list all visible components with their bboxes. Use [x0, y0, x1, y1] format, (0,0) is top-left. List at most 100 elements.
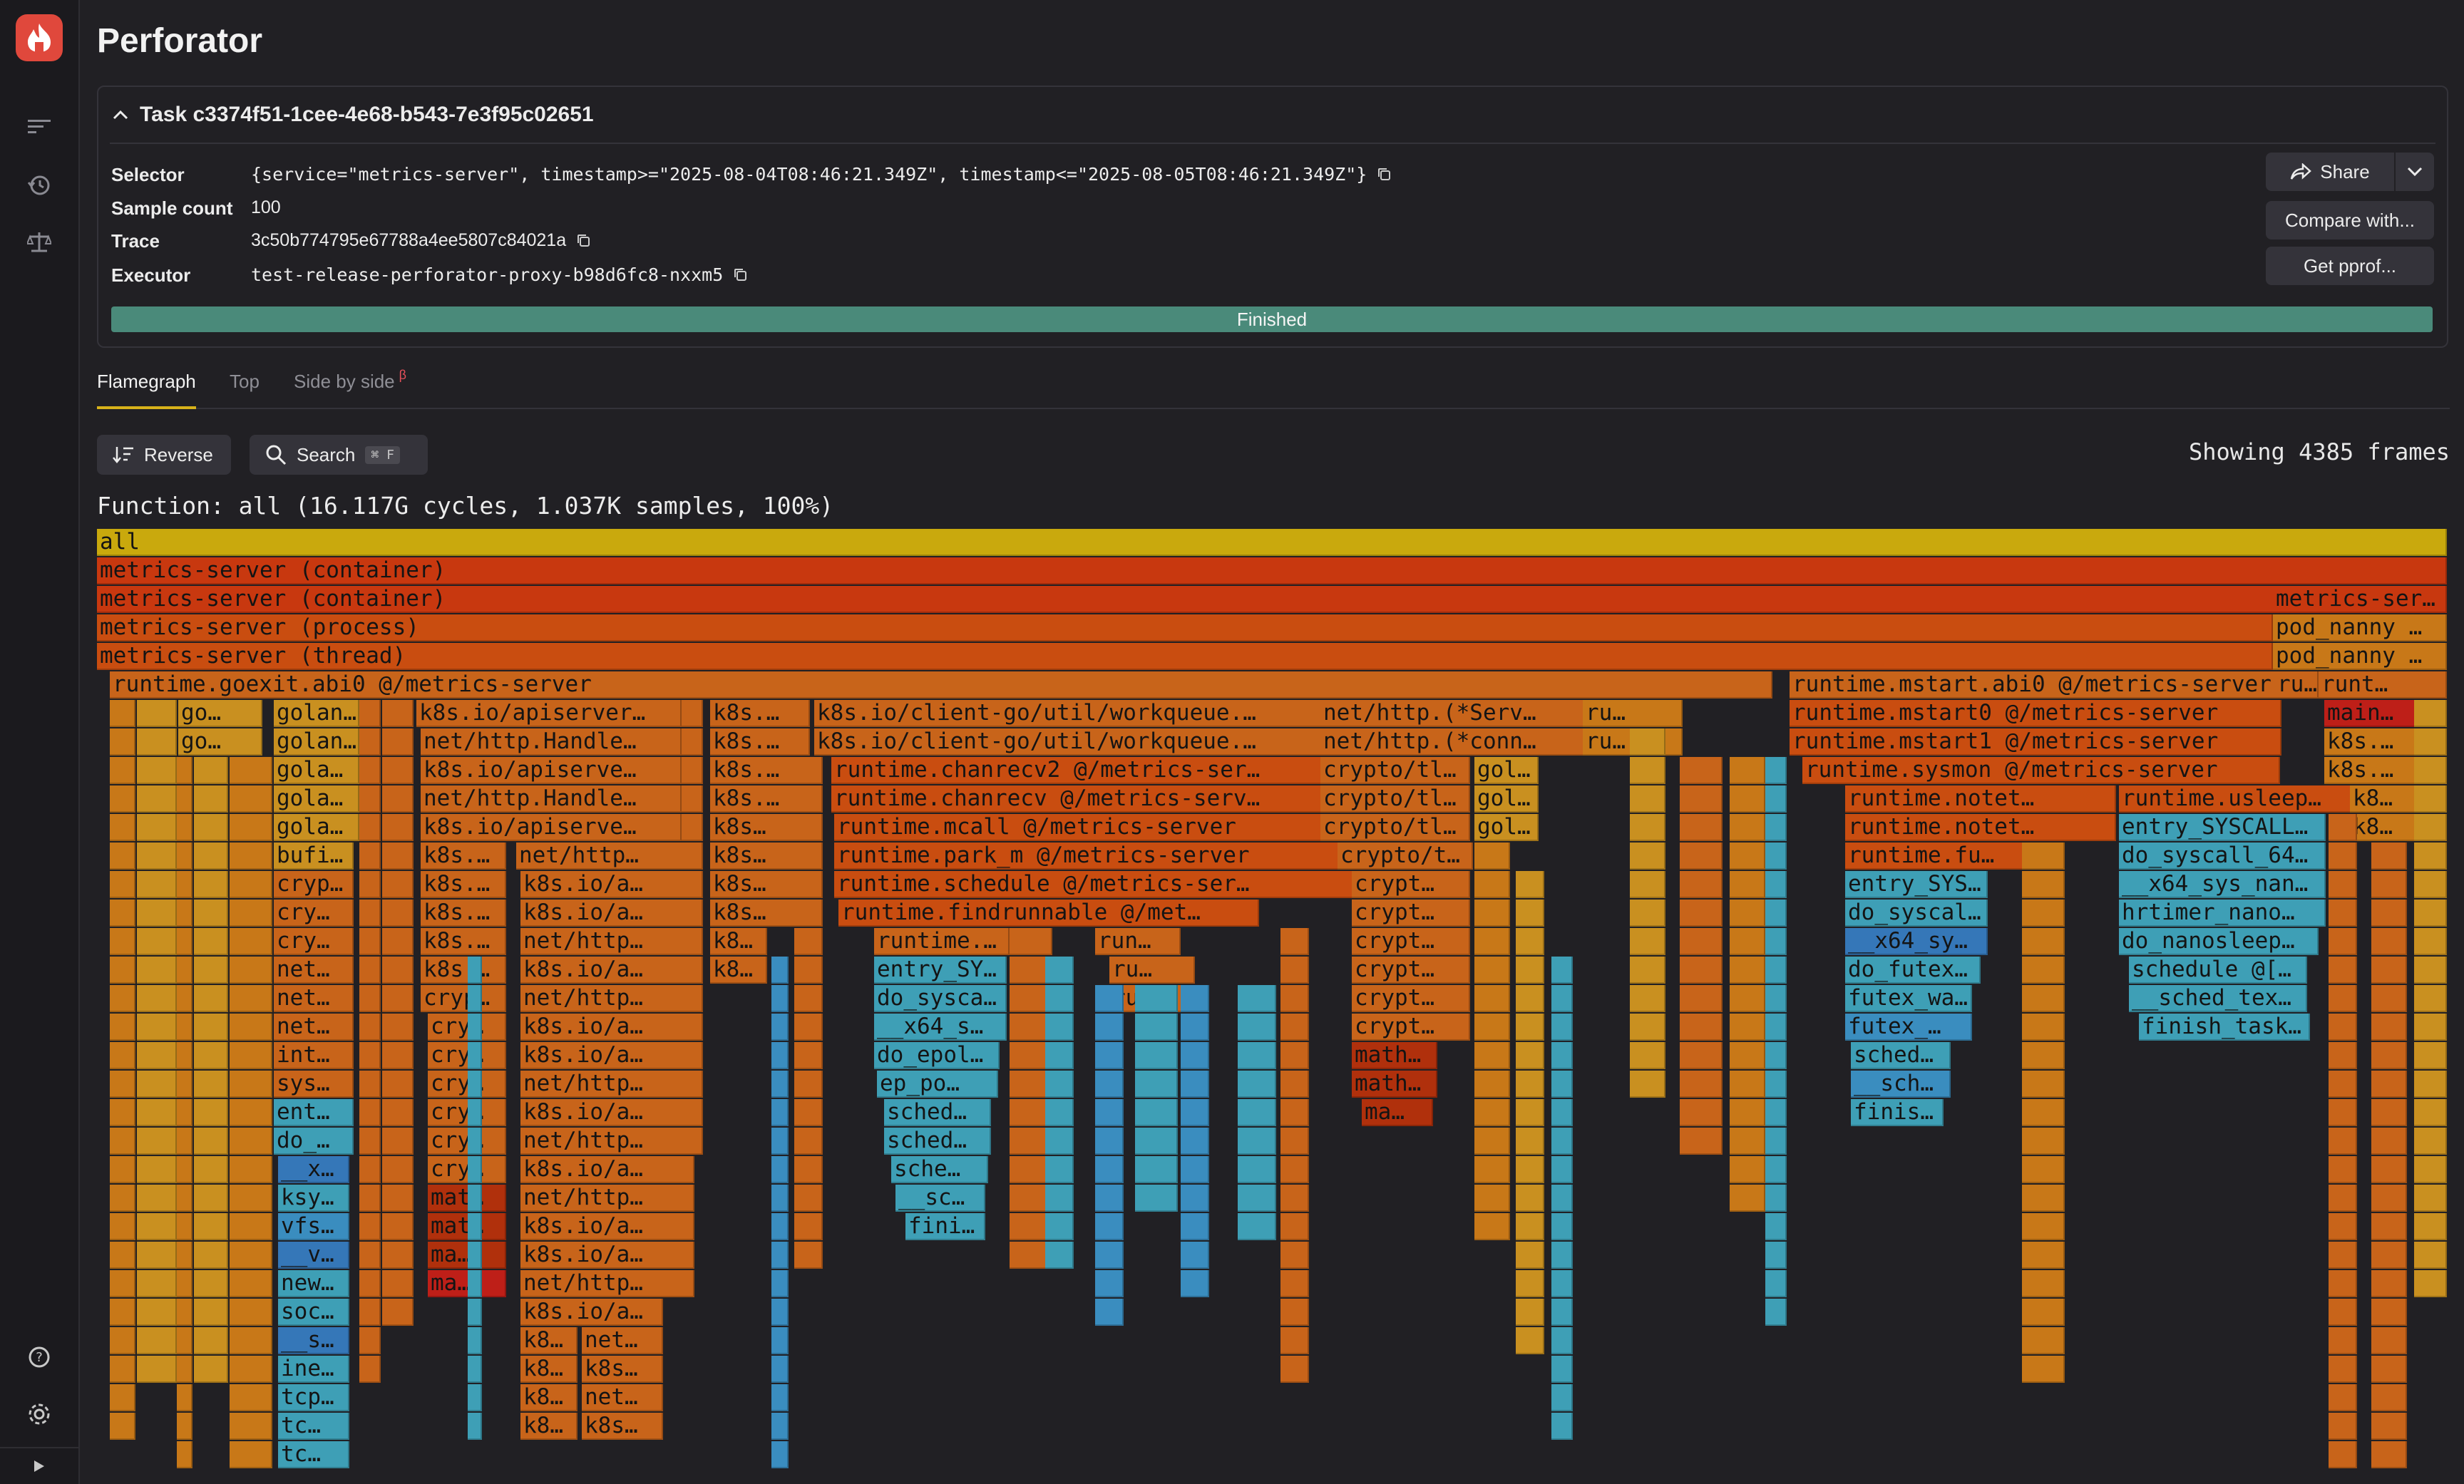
frame[interactable]: [1765, 1270, 1787, 1297]
frame-gol[interactable]: gol…: [1474, 785, 1539, 813]
frame[interactable]: [1765, 900, 1787, 927]
frame[interactable]: [2329, 1156, 2357, 1183]
frame[interactable]: [1095, 1071, 1124, 1098]
frame[interactable]: [2414, 1185, 2447, 1212]
frame[interactable]: [177, 1185, 192, 1212]
frame[interactable]: [1680, 871, 1723, 898]
frame[interactable]: [771, 1128, 789, 1155]
frame[interactable]: [1516, 1185, 1544, 1212]
frame-tc[interactable]: tc…: [278, 1441, 349, 1468]
frame-do-sysca[interactable]: do_sysca…: [874, 985, 1007, 1012]
frame-net[interactable]: net…: [582, 1327, 663, 1354]
frame[interactable]: [1045, 1014, 1074, 1041]
frame[interactable]: [1516, 1242, 1544, 1269]
frame[interactable]: [230, 1185, 272, 1212]
frame[interactable]: [1280, 1071, 1309, 1098]
frame[interactable]: [194, 871, 228, 898]
frame[interactable]: [794, 1071, 823, 1098]
frame[interactable]: [359, 1071, 381, 1098]
frame-go[interactable]: go…: [178, 700, 262, 727]
frame[interactable]: [194, 1099, 228, 1126]
history-icon[interactable]: [24, 170, 55, 201]
frame[interactable]: [2371, 871, 2407, 898]
frame[interactable]: [382, 1242, 414, 1269]
frame-k8[interactable]: k8…: [520, 1384, 578, 1411]
frame-do-nanosleep[interactable]: do_nanosleep…: [2119, 928, 2319, 955]
frame-ep-po[interactable]: ep_po…: [877, 1071, 998, 1098]
frame-sc[interactable]: __sc…: [895, 1185, 985, 1212]
frame[interactable]: [1474, 1099, 1510, 1126]
frame[interactable]: [1516, 1099, 1544, 1126]
frame-futex[interactable]: futex_…: [1845, 1014, 1972, 1041]
frame[interactable]: [2329, 1099, 2357, 1126]
frame[interactable]: [110, 900, 135, 927]
frame-int[interactable]: int…: [274, 1042, 354, 1069]
frame[interactable]: [194, 1270, 228, 1297]
compare-with-button[interactable]: Compare with...: [2266, 201, 2434, 239]
frame[interactable]: [137, 757, 177, 784]
copy-icon[interactable]: [1377, 167, 1392, 182]
frame[interactable]: [230, 1128, 272, 1155]
frame[interactable]: [382, 1270, 414, 1297]
frame-k8[interactable]: k8…: [710, 957, 767, 984]
frame[interactable]: [1551, 985, 1573, 1012]
frame[interactable]: [230, 1071, 272, 1098]
frame[interactable]: [2371, 1327, 2407, 1354]
frame[interactable]: [1630, 785, 1665, 813]
frame-net[interactable]: net…: [582, 1384, 663, 1411]
frame[interactable]: [771, 1242, 789, 1269]
frame[interactable]: [468, 1071, 482, 1098]
frame[interactable]: [2371, 1099, 2407, 1126]
frame[interactable]: [2329, 1356, 2357, 1383]
frame-k8[interactable]: k8…: [520, 1356, 578, 1383]
frame-mstart[interactable]: runtime.mstart.abi0 @/metrics-server: [1790, 671, 2281, 699]
frame[interactable]: [2022, 1327, 2065, 1354]
frame[interactable]: [2022, 1356, 2065, 1383]
frame[interactable]: [1045, 1099, 1074, 1126]
frame[interactable]: [794, 1099, 823, 1126]
frame[interactable]: [359, 985, 381, 1012]
frame[interactable]: [794, 900, 823, 927]
frame[interactable]: [1765, 985, 1787, 1012]
frame-run[interactable]: run…: [1095, 928, 1181, 955]
frame[interactable]: [2371, 928, 2407, 955]
frame-ksy[interactable]: ksy…: [278, 1185, 349, 1212]
frame[interactable]: [382, 957, 414, 984]
frame[interactable]: [1280, 1242, 1309, 1269]
frame[interactable]: [177, 1327, 192, 1354]
frame[interactable]: [1095, 1128, 1124, 1155]
frame[interactable]: [1045, 1156, 1074, 1183]
frame-cry[interactable]: cry…: [428, 1042, 506, 1069]
frame-k8s-short[interactable]: k8s.…: [421, 871, 506, 898]
frame[interactable]: [194, 1327, 228, 1354]
frame[interactable]: [2371, 1242, 2407, 1269]
frame-k8s3[interactable]: k8s…: [710, 814, 810, 841]
frame[interactable]: [771, 1014, 789, 1041]
frame-k8s-short[interactable]: k8s.…: [2324, 728, 2431, 756]
frame-gola[interactable]: gola…: [274, 814, 359, 841]
frame[interactable]: [1045, 1042, 1074, 1069]
frame-gol[interactable]: gol…: [1474, 814, 1539, 841]
frame[interactable]: [230, 1042, 272, 1069]
frame-k8s-short[interactable]: k8s.…: [421, 928, 506, 955]
settings-icon[interactable]: [24, 1398, 55, 1430]
frame[interactable]: [1181, 1071, 1209, 1098]
frame[interactable]: [1516, 1299, 1544, 1326]
frame[interactable]: [137, 1356, 177, 1383]
frame[interactable]: [1095, 1213, 1124, 1240]
flamegraph-list-icon[interactable]: [24, 111, 55, 143]
frame[interactable]: [177, 1099, 192, 1126]
frame[interactable]: [2022, 871, 2065, 898]
frame[interactable]: [2329, 985, 2357, 1012]
frame[interactable]: [468, 1042, 482, 1069]
frame[interactable]: [359, 1299, 381, 1326]
frame[interactable]: [682, 928, 703, 955]
frame[interactable]: [1551, 1384, 1573, 1411]
frame[interactable]: [2414, 1014, 2447, 1041]
frame[interactable]: [468, 985, 482, 1012]
copy-icon[interactable]: [576, 233, 592, 249]
frame[interactable]: [2414, 1099, 2447, 1126]
frame[interactable]: [1280, 985, 1309, 1012]
frame[interactable]: [1474, 928, 1510, 955]
frame[interactable]: [359, 1099, 381, 1126]
